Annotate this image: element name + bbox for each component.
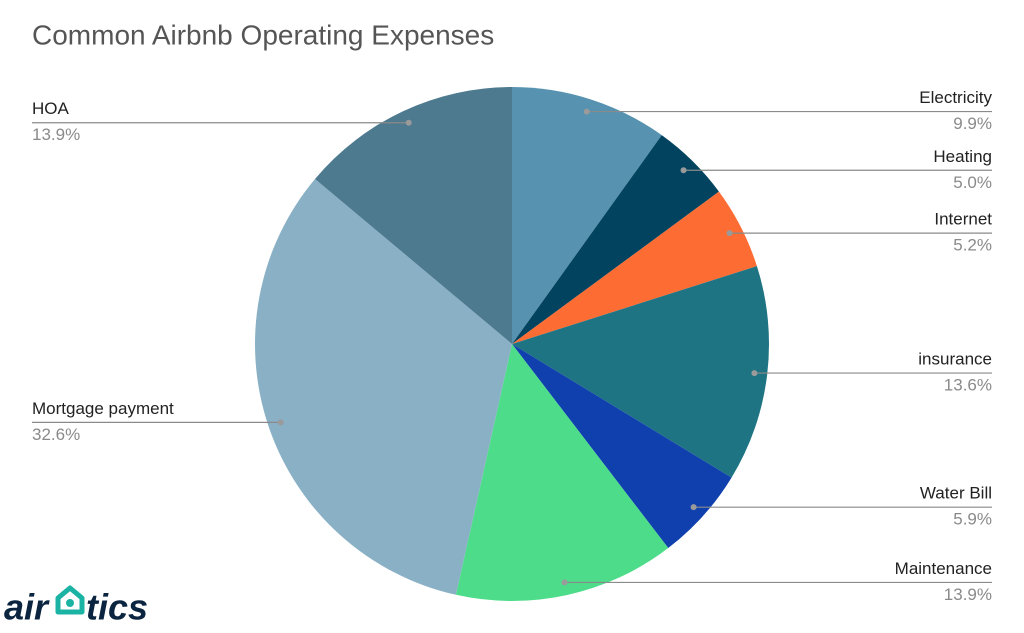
value-label: 5.0% bbox=[953, 173, 992, 192]
slice-label: HOA bbox=[32, 99, 70, 118]
slice-label: Electricity bbox=[919, 88, 992, 107]
leader-dot bbox=[751, 370, 758, 377]
pie-slice bbox=[455, 344, 669, 601]
pie-slice bbox=[512, 135, 719, 344]
value-label: 9.9% bbox=[953, 114, 992, 133]
value-label: 32.6% bbox=[32, 425, 80, 444]
leader-dot bbox=[583, 108, 590, 115]
logo: air tics bbox=[4, 585, 148, 628]
slice-label: Maintenance bbox=[895, 559, 992, 578]
value-label: 13.6% bbox=[944, 376, 992, 395]
slice-label: Heating bbox=[933, 147, 992, 166]
logo-right: tics bbox=[86, 587, 148, 628]
pie-slice bbox=[512, 87, 662, 344]
value-label: 13.9% bbox=[944, 585, 992, 604]
pie-slice bbox=[512, 266, 769, 478]
value-label: 5.2% bbox=[953, 236, 992, 255]
leader-dot bbox=[405, 119, 412, 126]
value-label: 5.9% bbox=[953, 510, 992, 529]
logo-left: air bbox=[4, 587, 50, 628]
pie-slice bbox=[315, 87, 512, 344]
leader-dot bbox=[726, 230, 733, 237]
slice-label: insurance bbox=[918, 350, 992, 369]
leader-dot bbox=[561, 579, 568, 586]
pie-slice bbox=[512, 191, 757, 344]
leader-dot bbox=[680, 167, 687, 174]
slice-label: Water Bill bbox=[920, 484, 992, 503]
logo-icon bbox=[55, 585, 85, 615]
pie-slice bbox=[512, 344, 732, 549]
slice-label: Mortgage payment bbox=[32, 399, 174, 418]
pie-slice bbox=[255, 178, 513, 595]
leader-dot bbox=[690, 504, 697, 511]
value-label: 13.9% bbox=[32, 125, 80, 144]
chart-title: Common Airbnb Operating Expenses bbox=[32, 19, 494, 50]
leader-dot bbox=[277, 419, 284, 426]
slice-label: Internet bbox=[934, 210, 992, 229]
